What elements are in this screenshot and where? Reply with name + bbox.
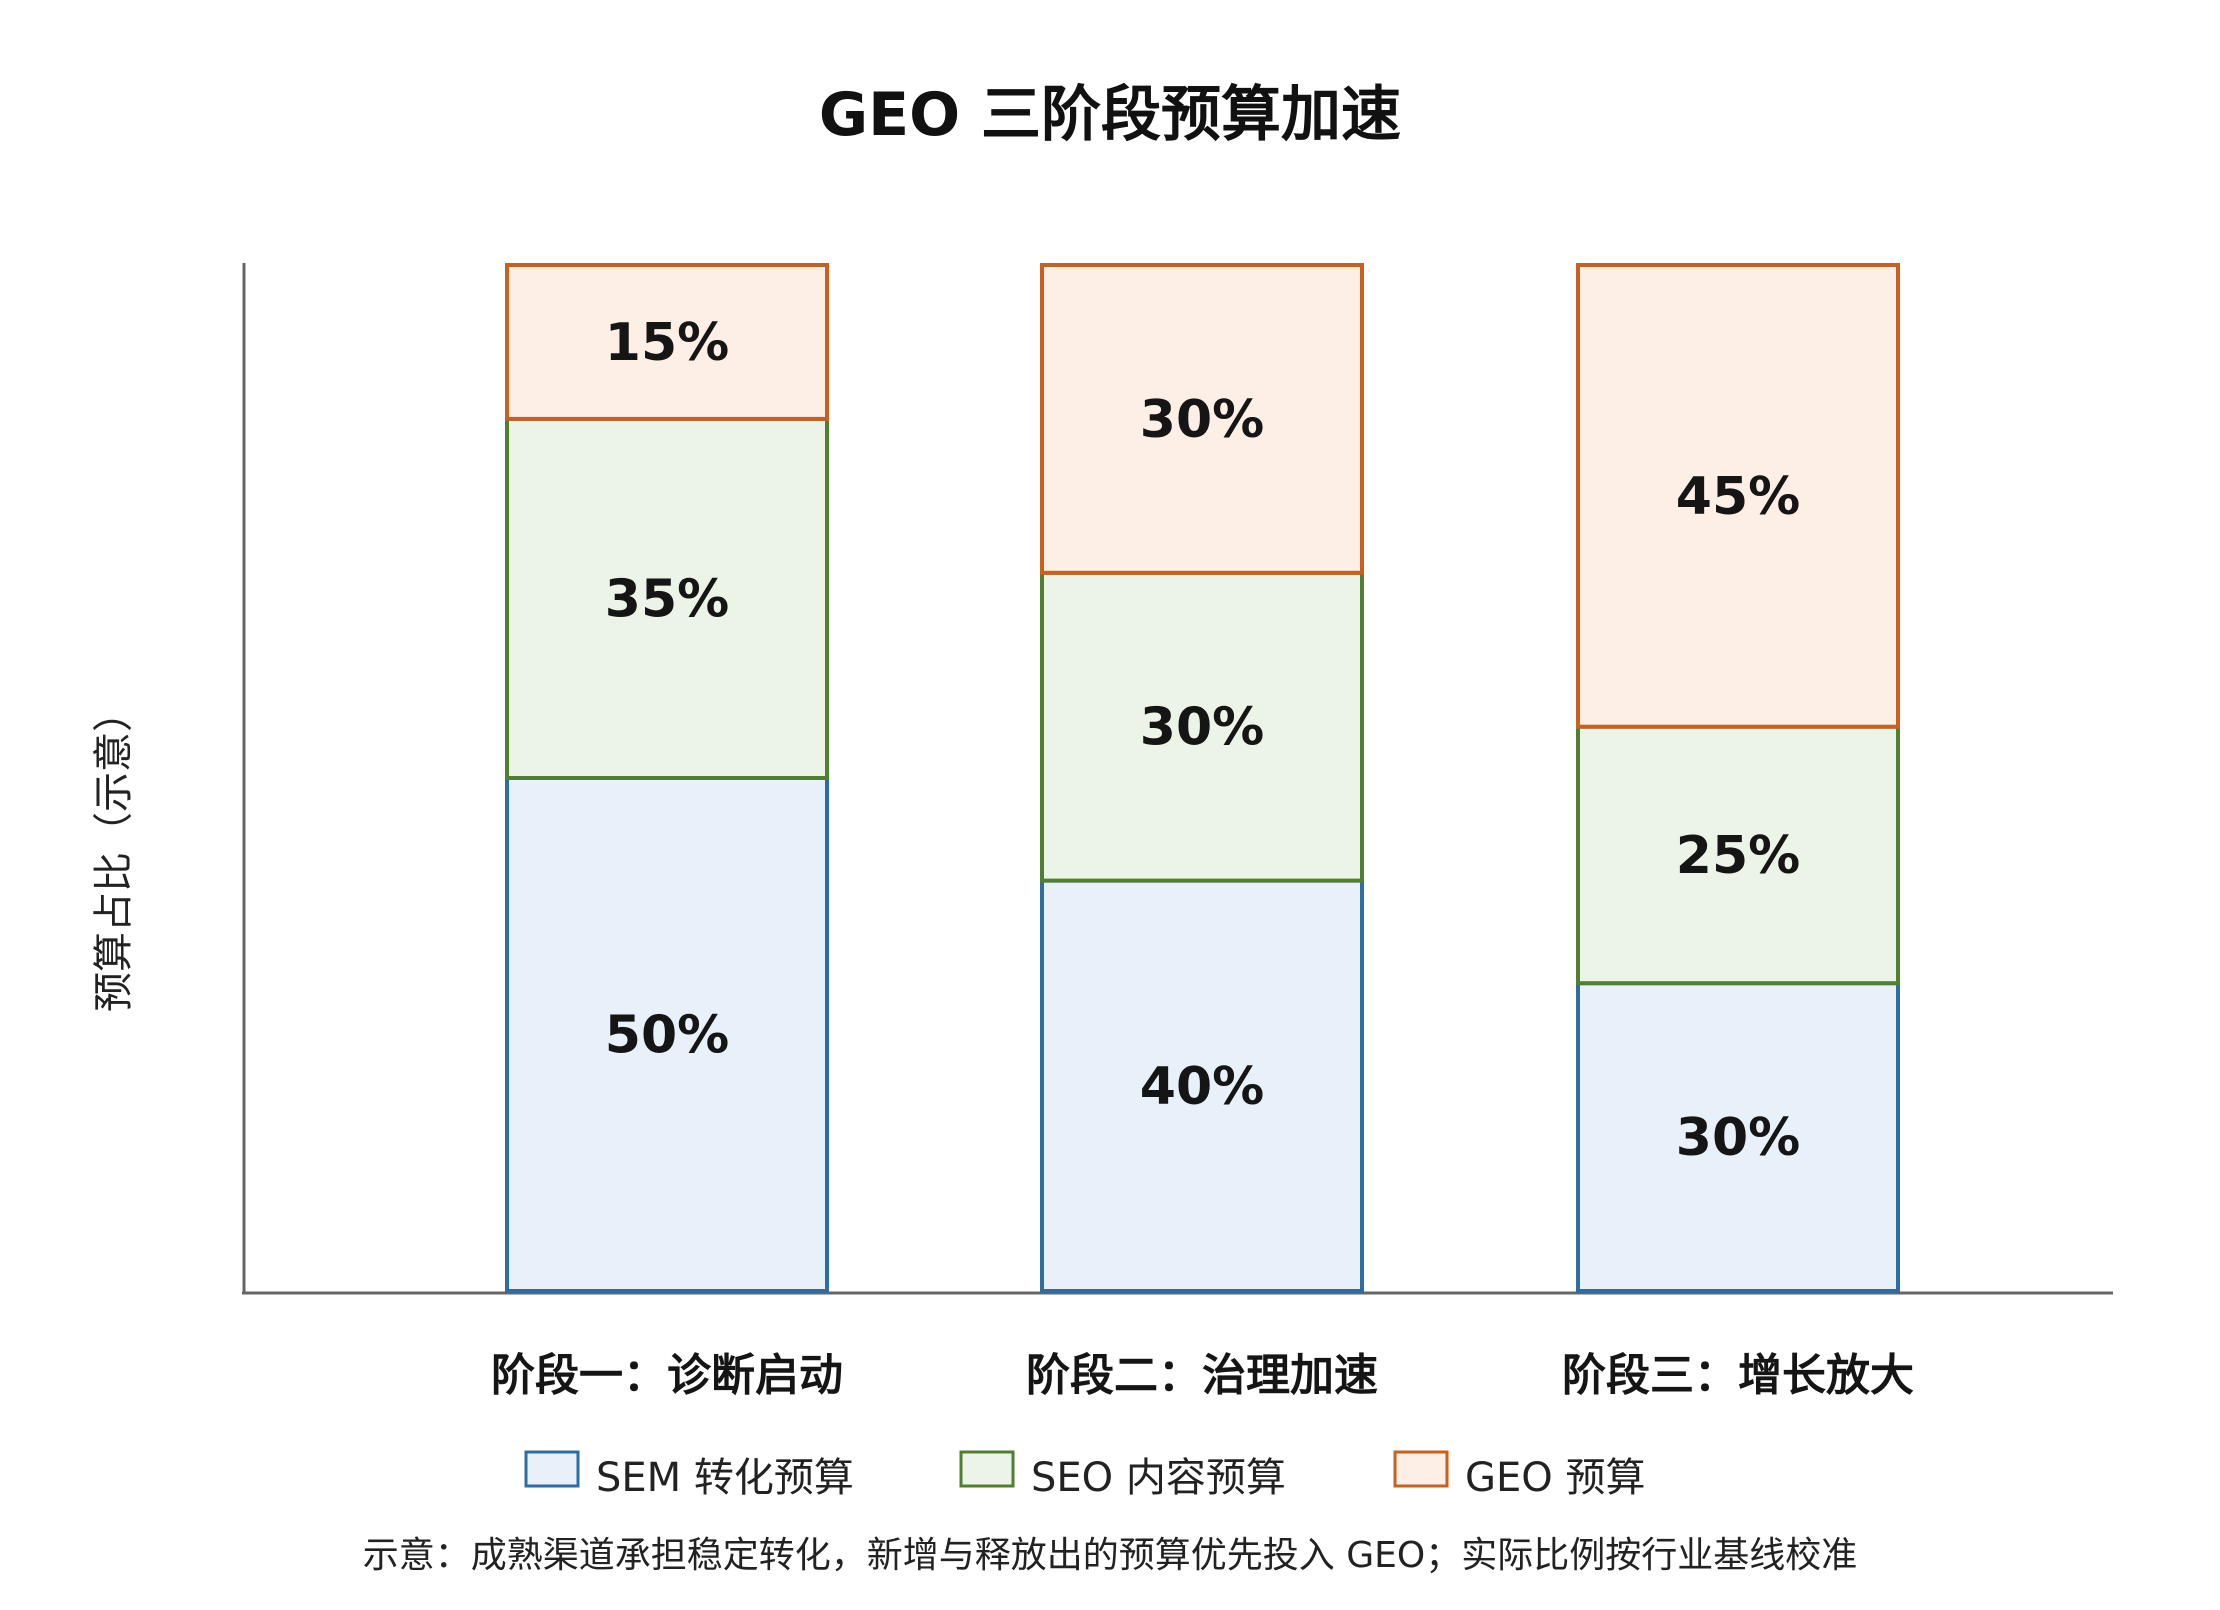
data-label: 40% (1140, 1057, 1264, 1117)
data-label: 30% (1140, 698, 1264, 758)
bar-segment (1576, 263, 1900, 729)
legend-swatch (1393, 1450, 1449, 1488)
bar-segment (1040, 570, 1364, 883)
footnote: 示意：成熟渠道承担稳定转化，新增与释放出的预算优先投入 GEO；实际比例按行业基… (363, 1535, 1857, 1576)
legend-label: GEO 预算 (1465, 1455, 1645, 1501)
bar-segment (1576, 724, 1900, 986)
data-label: 25% (1676, 826, 1800, 886)
x-tick-label: 阶段一：诊断启动 (491, 1350, 843, 1401)
chart-title: GEO 三阶段预算加速 (819, 80, 1401, 150)
y-axis-label: 预算占比（示意） (91, 692, 137, 1012)
data-label: 35% (605, 569, 729, 629)
data-label: 30% (1676, 1108, 1800, 1168)
legend: SEM 转化预算 SEO 内容预算 GEO 预算 (524, 1450, 1645, 1501)
data-label: 45% (1676, 467, 1800, 527)
x-tick-label: 阶段二：治理加速 (1026, 1350, 1378, 1401)
legend-swatch (524, 1450, 580, 1488)
legend-label: SEM 转化预算 (596, 1455, 854, 1501)
bars-group: 50% 35% 15% 40% 30% 30% 30% 25% 45% (505, 263, 1900, 1293)
x-tick-label: 阶段三：增长放大 (1562, 1350, 1914, 1401)
bar-segment (505, 776, 829, 1293)
data-label: 30% (1140, 390, 1264, 450)
category-labels: 阶段一：诊断启动 阶段二：治理加速 阶段三：增长放大 (491, 1350, 1914, 1401)
data-label: 50% (605, 1006, 729, 1066)
bar-segment (505, 263, 829, 421)
bar-segment (1576, 981, 1900, 1293)
bar-segment (1040, 263, 1364, 575)
data-label: 15% (605, 313, 729, 373)
legend-swatch (959, 1450, 1015, 1488)
legend-label: SEO 内容预算 (1031, 1455, 1286, 1501)
bar-segment (1040, 878, 1364, 1293)
